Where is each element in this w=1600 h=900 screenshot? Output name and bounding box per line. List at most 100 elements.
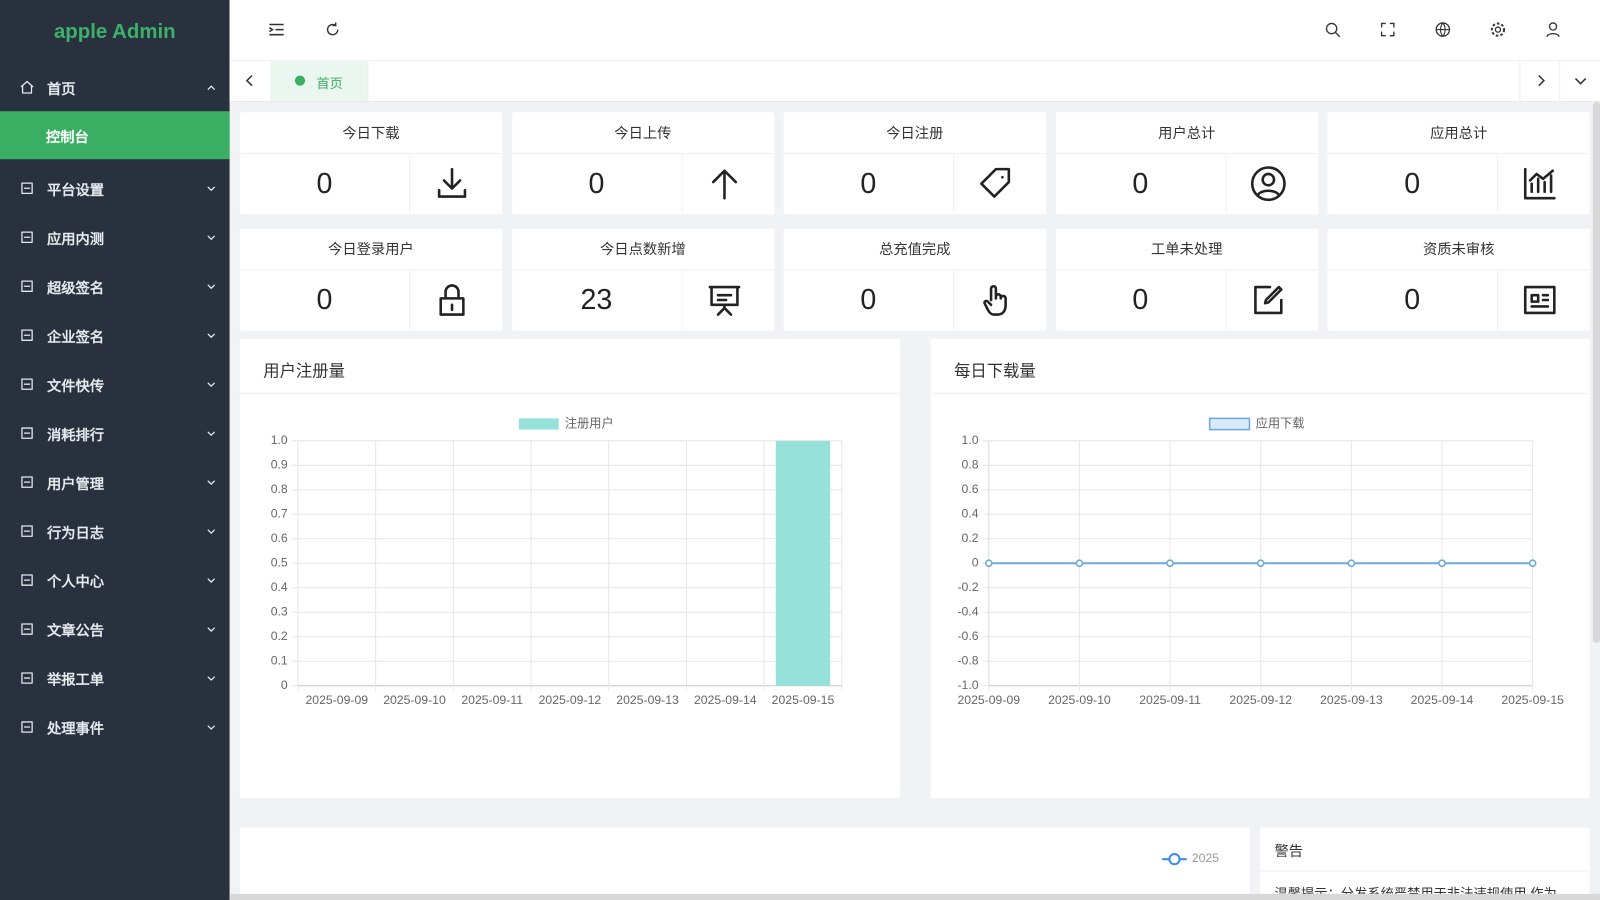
stat-icon-box (1224, 269, 1318, 330)
y-tick-label: 0.6 (271, 531, 288, 545)
icon (21, 231, 33, 243)
y-tick-label: 1.0 (271, 433, 288, 447)
point (1347, 559, 1356, 568)
icon-path (207, 676, 215, 681)
icon (207, 725, 215, 730)
warning-title: 警告 (1274, 842, 1304, 860)
icon (207, 186, 215, 191)
icon-path (708, 285, 740, 316)
y-tick-label: 0.7 (271, 507, 288, 521)
menu-item[interactable]: 个人中心 (0, 557, 230, 604)
bar (775, 440, 831, 686)
y-tick-label: 0.6 (962, 482, 979, 496)
x-tick-label: 2025-09-12 (1229, 693, 1292, 707)
icon (21, 623, 33, 635)
icon (437, 167, 467, 198)
icon-path (21, 182, 33, 195)
scrollbar[interactable] (1592, 102, 1600, 643)
language-button[interactable] (1434, 20, 1452, 38)
y-tick-label: 0.1 (271, 653, 288, 667)
tab-scroll-right[interactable] (1519, 61, 1560, 102)
icon-path (21, 672, 33, 684)
menu-item[interactable]: 文件快传 (0, 361, 230, 408)
user-button[interactable] (1544, 20, 1562, 38)
menu-label: 举报工单 (46, 671, 105, 688)
x-tick-label: 2025-09-11 (461, 693, 523, 707)
stat-card: 今日点数新增 23 (511, 228, 774, 331)
menu-item[interactable]: 处理事件 (0, 704, 230, 751)
icon-path (1253, 285, 1283, 315)
stat-title: 今日点数新增 (511, 229, 774, 271)
menu-item[interactable]: 应用内测 (0, 214, 230, 261)
stat-card: 今日下载 0 (239, 112, 503, 215)
menu-label: 行为日志 (46, 524, 105, 541)
stat-value: 0 (1132, 167, 1149, 199)
stat-title: 今日上传 (511, 112, 774, 155)
y-tick-label: -0.2 (957, 580, 978, 594)
tab-label: 首页 (316, 75, 343, 91)
stat-card: 总充值完成 0 (783, 228, 1046, 331)
scrollbar[interactable] (229, 893, 1600, 900)
menu-item[interactable]: 行为日志 (0, 508, 230, 555)
y-tick-label: 0.4 (962, 507, 979, 521)
tab-scroll-left[interactable] (242, 72, 258, 88)
stat-value: 0 (1132, 283, 1149, 316)
menu-item[interactable]: 首页 (0, 64, 230, 111)
menu-toggle[interactable] (267, 20, 285, 38)
y-tick-label: 1.0 (962, 433, 979, 447)
icon-path (980, 167, 1011, 198)
chart: -1.0 -0.8 -0.6 -0.4 -0.2 0 0.2 0.4 0.6 0.8 1.0 2025… (957, 416, 1564, 708)
stat-value: 0 (860, 283, 877, 316)
icon (983, 285, 1007, 316)
icon (207, 85, 215, 90)
search-button[interactable] (1323, 20, 1341, 38)
x-tick-label: 2025-09-10 (1048, 693, 1111, 707)
y-tick-label: 0 (281, 678, 288, 692)
stat-card: 用户总计 0 (1055, 112, 1318, 215)
icon-path (21, 280, 33, 292)
icon-path (207, 529, 215, 534)
icon (1523, 167, 1556, 200)
tab[interactable]: 首页 (270, 61, 369, 102)
icon-path (207, 578, 215, 583)
menu-item[interactable]: 企业签名 (0, 312, 230, 359)
menu-item[interactable]: 用户管理 (0, 459, 230, 506)
menu-item[interactable]: 超级签名 (0, 263, 230, 310)
icon-path (21, 476, 33, 488)
menu-item[interactable]: 平台设置 (0, 165, 230, 212)
legend-swatch (1162, 853, 1187, 866)
icon-path (207, 85, 215, 90)
menu-item[interactable]: 举报工单 (0, 655, 230, 702)
menu-item[interactable]: 文章公告 (0, 606, 230, 653)
top-header (229, 0, 1600, 62)
settings-button[interactable] (1489, 20, 1507, 38)
chart-panel: 每日下载量 -1.0 -0.8 -0.6 -0.4 -0.2 0 0.2 0.4 0.6 0.8 1… (930, 338, 1590, 798)
menu-label: 首页 (46, 80, 76, 97)
legend-swatch (518, 418, 559, 430)
icon-path (207, 382, 215, 387)
stat-title: 今日下载 (239, 112, 503, 155)
x-tick-label: 2025-09-12 (539, 693, 602, 707)
icon (21, 574, 33, 586)
y-tick-label: -0.4 (957, 604, 978, 618)
stat-value: 23 (580, 283, 613, 316)
stat-card: 资质未审核 0 (1327, 228, 1590, 331)
icon (21, 672, 33, 684)
icon-path (21, 427, 33, 439)
stat-card: 今日上传 0 (511, 112, 774, 215)
icon-path (1523, 285, 1556, 315)
fullscreen-button[interactable] (1379, 20, 1397, 38)
tab-dropdown[interactable] (1559, 61, 1600, 102)
chart: 0 0.1 0.2 0.3 0.4 0.5 0.6 0.7 0.8 0.9 1.0 2025-09-0… (271, 416, 843, 707)
panel-header: 每日下载量 (930, 339, 1590, 394)
warning-panel: 警告 温馨提示：分发系统严禁用于非法违规使用,作为 (1260, 827, 1590, 900)
submenu-item[interactable]: 控制台 (0, 111, 230, 160)
icon (980, 167, 1011, 198)
legend-label: 应用下载 (1256, 416, 1305, 431)
panel-title: 每日下载量 (954, 363, 1036, 381)
panel-title: 用户注册量 (263, 363, 345, 381)
menu-item[interactable]: 消耗排行 (0, 410, 230, 457)
icon (207, 480, 215, 485)
refresh-button[interactable] (323, 20, 341, 38)
point (1166, 559, 1174, 568)
